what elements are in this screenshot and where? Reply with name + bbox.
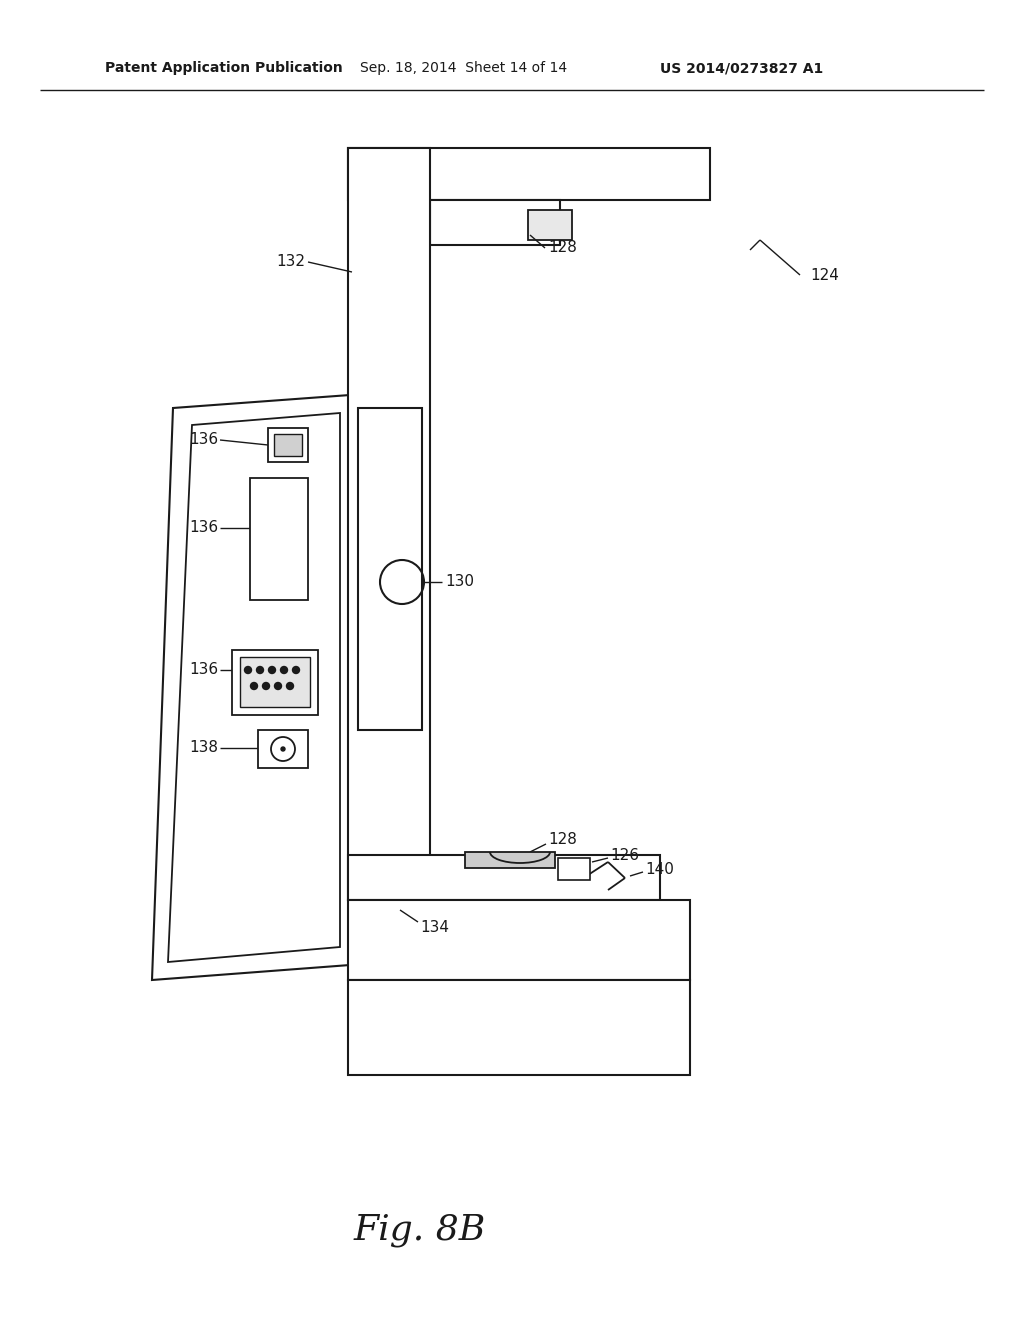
Bar (465, 851, 555, 869)
Circle shape (256, 667, 263, 673)
Circle shape (245, 667, 252, 673)
Circle shape (281, 747, 285, 751)
Circle shape (274, 682, 282, 689)
Text: 130: 130 (445, 574, 474, 590)
Bar (268, 428, 308, 462)
Bar (358, 408, 422, 730)
Text: US 2014/0273827 A1: US 2014/0273827 A1 (660, 61, 823, 75)
Bar (348, 148, 710, 201)
Bar (348, 900, 690, 979)
Text: 136: 136 (188, 663, 218, 677)
Bar (430, 201, 560, 246)
Text: 132: 132 (276, 255, 305, 269)
Circle shape (281, 667, 288, 673)
Text: 128: 128 (548, 240, 577, 256)
Bar (558, 858, 590, 880)
Text: 140: 140 (645, 862, 674, 878)
Bar (258, 730, 308, 768)
Bar (348, 148, 430, 900)
Bar (250, 478, 308, 601)
Circle shape (251, 682, 257, 689)
Polygon shape (152, 395, 350, 979)
Bar (348, 855, 660, 900)
Bar (232, 649, 318, 715)
Text: Patent Application Publication: Patent Application Publication (105, 61, 343, 75)
Circle shape (293, 667, 299, 673)
Text: 134: 134 (420, 920, 449, 936)
Circle shape (262, 682, 269, 689)
Circle shape (268, 667, 275, 673)
Text: 136: 136 (188, 520, 218, 536)
Bar (528, 210, 572, 240)
Text: 126: 126 (610, 847, 639, 862)
Text: 138: 138 (189, 741, 218, 755)
Bar (274, 434, 302, 455)
Text: 124: 124 (810, 268, 839, 282)
Bar (240, 657, 310, 708)
Text: Fig. 8B: Fig. 8B (354, 1213, 486, 1247)
Text: 136: 136 (188, 433, 218, 447)
Text: 128: 128 (548, 833, 577, 847)
Polygon shape (168, 413, 340, 962)
Bar (348, 979, 690, 1074)
Text: Sep. 18, 2014  Sheet 14 of 14: Sep. 18, 2014 Sheet 14 of 14 (360, 61, 567, 75)
Circle shape (287, 682, 294, 689)
